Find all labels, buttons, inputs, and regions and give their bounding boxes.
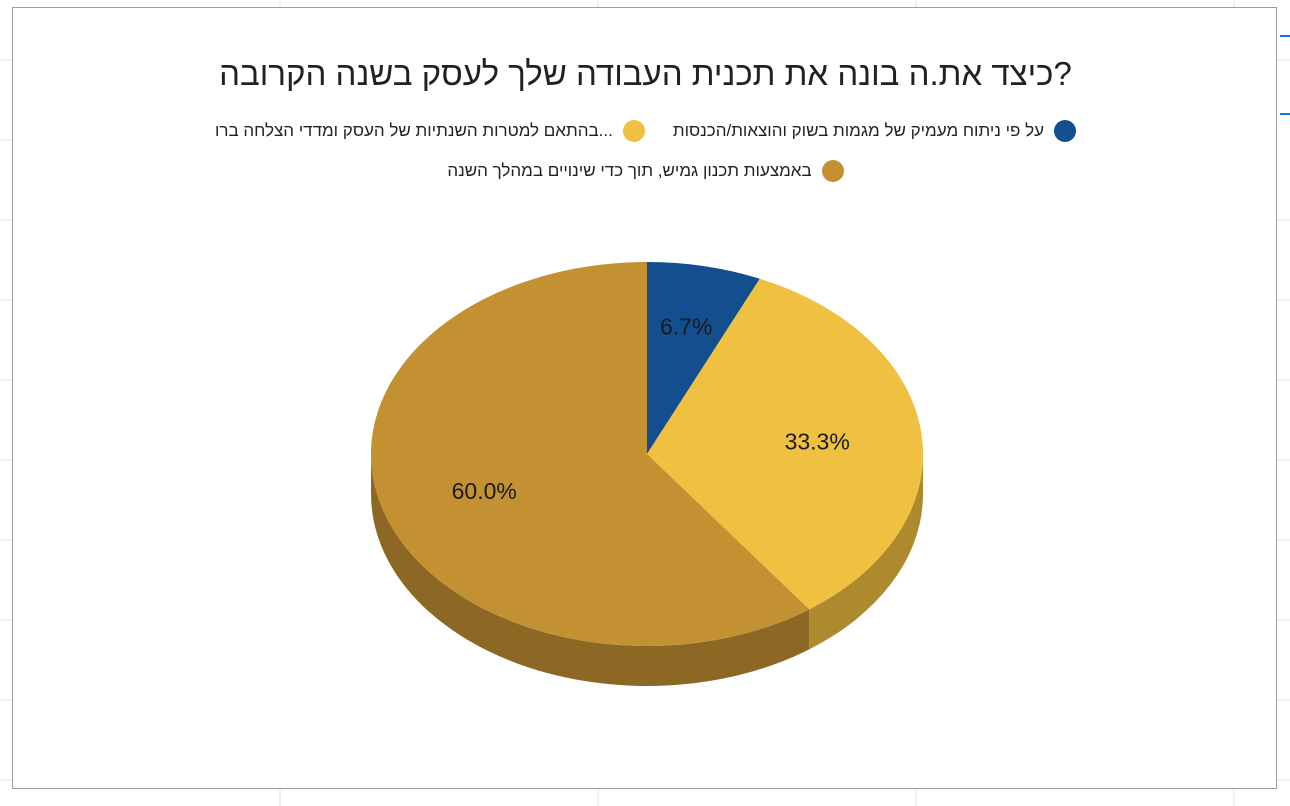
pie-slice: [647, 262, 760, 454]
legend-row: באמצעות תכנון גמיש, תוך כדי שינויים במהל…: [13, 156, 1278, 186]
pie-slice: [371, 262, 810, 647]
selection-edge-mark: [1280, 113, 1290, 115]
pie-data-label: 33.3%: [785, 429, 850, 455]
legend-label: ...בהתאם למטרות השנתיות של העסק ומדדי הצ…: [214, 121, 613, 140]
legend-item[interactable]: על פי ניתוח מעמיק של מגמות בשוק והוצאות/…: [672, 120, 1077, 142]
pie-data-label: 60.0%: [452, 478, 517, 504]
legend-label: על פי ניתוח מעמיק של מגמות בשוק והוצאות/…: [672, 121, 1045, 140]
pie-slice: [647, 278, 924, 610]
chart-card[interactable]: ?כיצד את.ה בונה את תכנית העבודה שלך לעסק…: [12, 7, 1277, 789]
legend-swatch: [622, 120, 645, 142]
legend-label: באמצעות תכנון גמיש, תוך כדי שינויים במהל…: [447, 161, 812, 180]
pie-chart: 6.7% 33.3% 60.0%: [371, 262, 924, 687]
legend-swatch: [1054, 120, 1077, 142]
legend-swatch: [821, 160, 844, 182]
pie-slice-side: [809, 454, 923, 650]
chart-title: ?כיצד את.ה בונה את תכנית העבודה שלך לעסק…: [219, 55, 1072, 92]
legend-item[interactable]: ...בהתאם למטרות השנתיות של העסק ומדדי הצ…: [215, 120, 645, 142]
pie-slice-side: [371, 454, 810, 687]
legend-row: ...בהתאם למטרות השנתיות של העסק ומדדי הצ…: [13, 116, 1278, 146]
legend-item[interactable]: באמצעות תכנון גמיש, תוך כדי שינויים במהל…: [447, 160, 844, 182]
pie-data-label: 6.7%: [660, 313, 712, 339]
selection-edge-mark: [1280, 35, 1290, 37]
